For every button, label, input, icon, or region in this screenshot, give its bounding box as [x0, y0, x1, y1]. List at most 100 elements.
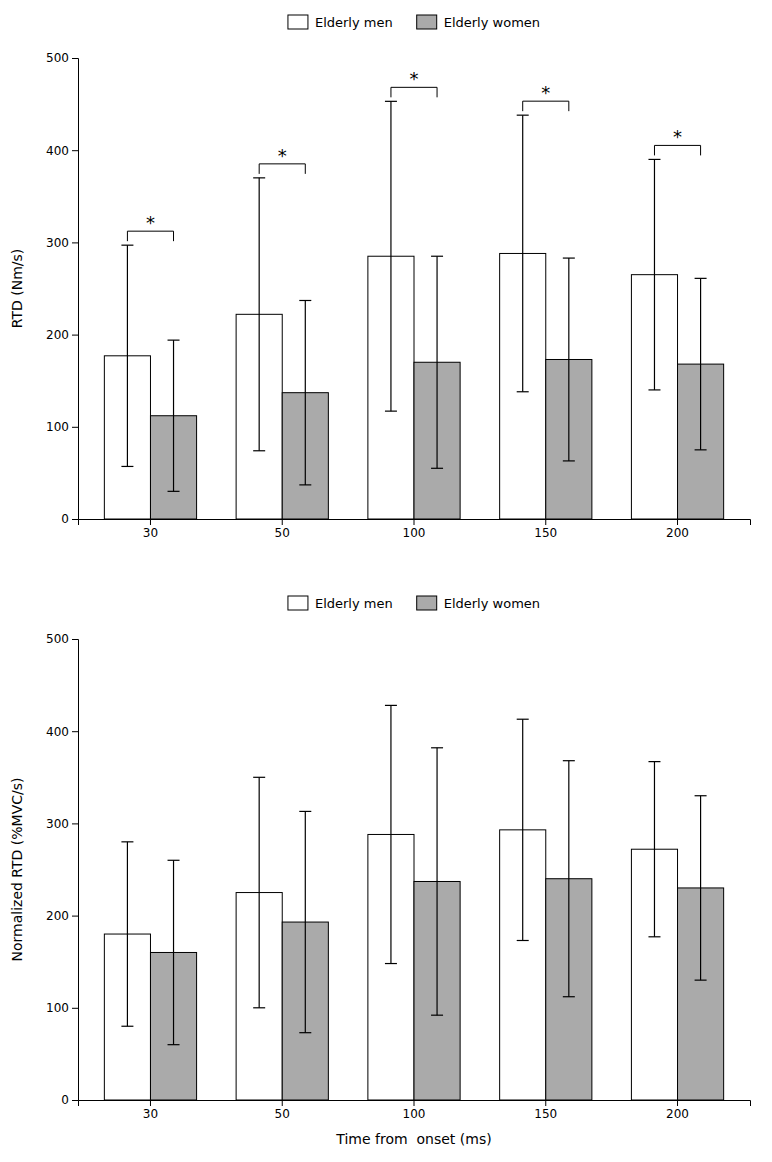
tick: 100: [46, 1001, 78, 1015]
tick-mark: [545, 1100, 546, 1106]
error-bar-cap: [253, 777, 265, 778]
error-bar-cap: [517, 940, 529, 941]
tick: 400: [46, 725, 78, 739]
y-axis: 0 100 200 300 400 500: [46, 632, 78, 1107]
error-bars: [121, 705, 660, 1026]
error-bar-cap: [253, 177, 265, 178]
legend-label: Elderly men: [315, 15, 393, 30]
error-bar: [695, 278, 707, 449]
tick-label: 150: [534, 526, 557, 540]
tick: 30: [143, 519, 158, 540]
legend: Elderly men Elderly women: [288, 15, 540, 30]
error-bar-stem: [700, 796, 701, 980]
error-bar-stem: [173, 340, 174, 491]
tick: 500: [46, 51, 78, 65]
error-bar-stem: [522, 115, 523, 392]
tick-mark: [72, 58, 78, 59]
tick-label: 30: [143, 526, 158, 540]
error-bar-cap: [695, 795, 707, 796]
error-bar-cap: [385, 705, 397, 706]
error-bar-cap: [299, 300, 311, 301]
x-axis: 3050100150200: [79, 519, 751, 540]
error-bar-cap: [431, 747, 443, 748]
tick: 300: [46, 817, 78, 831]
error-bar-cap: [648, 159, 660, 160]
tick-label: 0: [61, 512, 69, 526]
tick: 0: [61, 1093, 78, 1107]
error-bar: [563, 761, 575, 997]
tick-label: 300: [46, 236, 69, 250]
error-bar-stem: [654, 159, 655, 390]
tick-mark: [72, 823, 78, 824]
tick: 100: [403, 1100, 426, 1121]
error-bar-cap: [563, 760, 575, 761]
error-bar-cap: [385, 963, 397, 964]
x-axis-title: Time from onset (ms): [335, 1131, 491, 1147]
error-bar-stem: [305, 811, 306, 1032]
error-bar-stem: [522, 719, 523, 940]
error-bar-cap: [648, 761, 660, 762]
tick-mark: [72, 1008, 78, 1009]
legend-swatch: [288, 596, 308, 610]
tick-mark: [414, 1100, 415, 1106]
error-bar-cap: [121, 841, 133, 842]
error-bar: [385, 101, 397, 411]
error-bar: [517, 115, 529, 392]
panel: *****01002003004005003050100150200RTD (N…: [9, 15, 751, 540]
error-bar-cap: [168, 491, 180, 492]
error-bar-stem: [305, 300, 306, 484]
error-bar: [299, 300, 311, 484]
error-bar-cap: [299, 484, 311, 485]
error-bar: [168, 340, 180, 491]
tick: 30: [143, 1100, 158, 1121]
axis-line: [79, 520, 751, 526]
tick: 150: [534, 519, 557, 540]
error-bar-cap: [168, 340, 180, 341]
error-bar-stem: [173, 860, 174, 1044]
error-bar: [253, 777, 265, 1008]
legend-item: Elderly women: [417, 596, 540, 611]
tick: 200: [46, 328, 78, 342]
error-bar: [385, 705, 397, 963]
error-bar-stem: [127, 245, 128, 466]
legend-label: Elderly women: [444, 15, 540, 30]
error-bar-stem: [127, 842, 128, 1026]
error-bar-stem: [390, 705, 391, 963]
tick-mark: [72, 242, 78, 243]
tick: 200: [46, 909, 78, 923]
error-bar-cap: [168, 1044, 180, 1045]
tick-mark: [72, 916, 78, 917]
error-bar-cap: [253, 1007, 265, 1008]
error-bar-cap: [121, 245, 133, 246]
error-bar: [121, 245, 133, 466]
error-bar-cap: [695, 278, 707, 279]
error-bar-cap: [431, 1015, 443, 1016]
tick: 500: [46, 632, 78, 646]
tick-label: 100: [46, 1001, 69, 1015]
tick-label: 500: [46, 632, 69, 646]
tick-label: 100: [403, 526, 426, 540]
y-axis-title: RTD (Nm/s): [9, 249, 25, 329]
legend-item: Elderly men: [288, 596, 393, 611]
error-bar-stem: [390, 101, 391, 411]
error-bar-cap: [517, 719, 529, 720]
x-axis: 3050100150200: [79, 1100, 751, 1121]
tick-label: 100: [46, 420, 69, 434]
legend: Elderly men Elderly women: [288, 596, 540, 611]
tick-mark: [72, 427, 78, 428]
error-bar-cap: [431, 468, 443, 469]
error-bar-cap: [517, 391, 529, 392]
error-bar: [168, 860, 180, 1044]
tick-mark: [72, 519, 78, 520]
tick-mark: [150, 519, 151, 525]
significance-label: *: [673, 126, 682, 147]
tick-label: 200: [666, 1107, 689, 1121]
plot-area: [104, 705, 723, 1100]
error-bar-cap: [121, 466, 133, 467]
error-bar-stem: [654, 762, 655, 937]
tick-mark: [72, 639, 78, 640]
error-bar-cap: [168, 860, 180, 861]
significance-label: *: [278, 145, 287, 166]
error-bar-stem: [700, 278, 701, 449]
error-bar-cap: [385, 411, 397, 412]
